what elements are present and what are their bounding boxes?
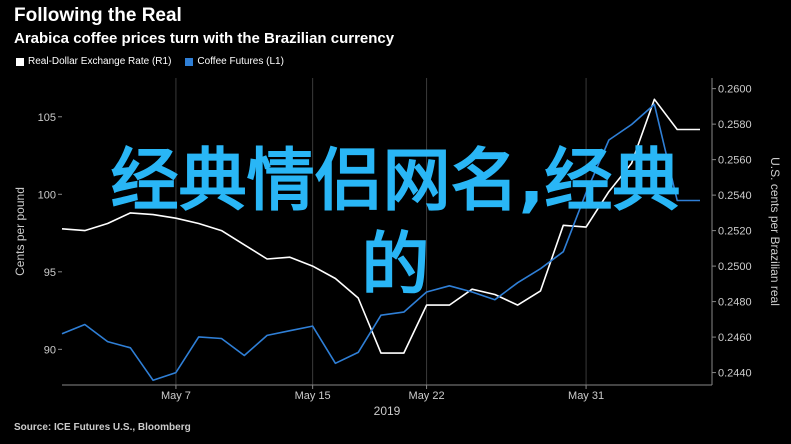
right-tick-label: 0.2520 [718,226,752,238]
left-tick-label: 95 [44,267,56,279]
x-tick-label: May 31 [568,390,604,402]
x-axis-label: 2019 [374,404,401,418]
legend: Real-Dollar Exchange Rate (R1) Coffee Fu… [16,56,298,67]
series-line-coffee-futures [61,103,700,382]
chart-title: Following the Real [14,5,182,26]
legend-label-exchange-rate: Real-Dollar Exchange Rate (R1) [28,56,172,67]
right-tick-label: 0.2480 [718,297,752,309]
left-axis-label: Cents per pound [13,187,27,276]
series-line-exchange-rate [61,98,700,354]
x-tick-label: May 7 [161,390,191,402]
legend-swatch-exchange-rate [16,57,24,66]
left-tick-label: 90 [44,344,56,356]
right-tick-label: 0.2600 [718,84,752,96]
left-tick-label: 105 [38,112,56,124]
right-axis-label: U.S. cents per Brazilian real [768,157,782,306]
right-tick-label: 0.2460 [718,332,752,344]
source-note: Source: ICE Futures U.S., Bloomberg [14,422,191,433]
right-tick-label: 0.2580 [718,119,752,131]
legend-label-coffee-futures: Coffee Futures (L1) [197,56,284,67]
chart-subtitle: Arabica coffee prices turn with the Braz… [14,30,395,47]
legend-item-coffee-futures: Coffee Futures (L1) [185,56,284,67]
legend-item-exchange-rate: Real-Dollar Exchange Rate (R1) [16,56,171,67]
right-tick-label: 0.2560 [718,155,752,167]
x-tick-label: May 15 [295,390,331,402]
x-tick-label: May 22 [409,390,445,402]
right-tick-label: 0.2440 [718,368,752,380]
legend-swatch-coffee-futures [185,57,194,66]
left-tick-label: 100 [38,189,56,201]
right-tick-label: 0.2540 [718,190,752,202]
right-tick-label: 0.2500 [718,261,752,273]
